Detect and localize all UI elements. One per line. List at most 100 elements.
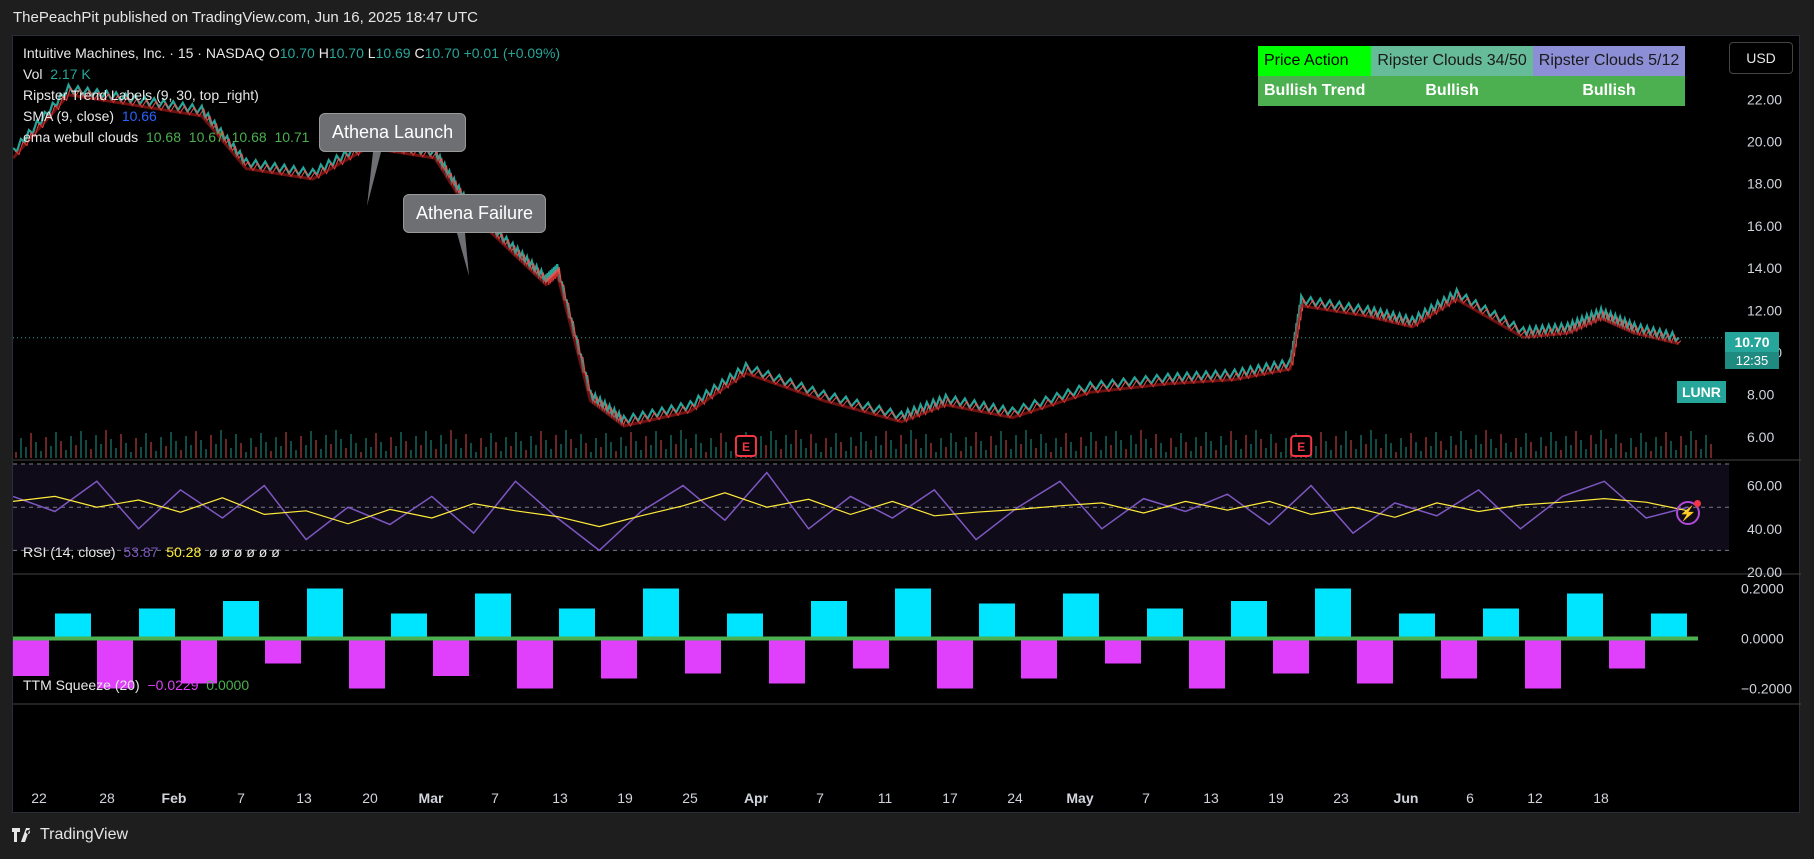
- volume-bar: [1460, 431, 1462, 458]
- volume-bar: [300, 436, 302, 458]
- volume-bar: [1665, 432, 1667, 458]
- volume-bar: [1610, 448, 1612, 458]
- bar-countdown-tag: 12:35: [1725, 352, 1779, 369]
- sma-legend[interactable]: SMA (9, close) 10.66: [23, 108, 157, 124]
- ttm-histogram-bar: [1021, 638, 1057, 679]
- volume-bar: [525, 450, 527, 458]
- ttm-histogram-bar: [475, 593, 511, 639]
- volume-bar: [775, 440, 777, 458]
- volume-bar: [330, 444, 332, 458]
- currency-button[interactable]: USD: [1729, 42, 1793, 74]
- volume-bar: [435, 449, 437, 458]
- volume-bar: [1265, 448, 1267, 458]
- volume-bar: [1470, 449, 1472, 458]
- volume-bar: [225, 439, 227, 458]
- volume-bar: [400, 432, 402, 458]
- volume-bar: [1450, 436, 1452, 458]
- volume-bar: [1005, 440, 1007, 458]
- low-label: L: [367, 45, 376, 61]
- ttm-histogram-bar: [1609, 638, 1645, 669]
- volume-bar: [150, 442, 152, 458]
- rsi-signal-line: [13, 492, 1689, 528]
- volume-bar: [1155, 434, 1157, 458]
- volume-bar: [700, 443, 702, 458]
- volume-bar: [285, 432, 287, 458]
- lightning-icon[interactable]: ⚡: [1676, 500, 1701, 525]
- volume-bar: [930, 443, 932, 458]
- ttm-histogram-bar: [1315, 588, 1351, 639]
- annotation-failure-pointer: [457, 233, 469, 276]
- volume-bar: [370, 447, 372, 458]
- annotation-athena-failure[interactable]: Athena Failure: [403, 194, 547, 233]
- volume-bar: [130, 452, 132, 458]
- chart-frame[interactable]: EE 6.008.0010.0012.0014.0016.0018.0020.0…: [12, 35, 1801, 814]
- volume-bar: [1315, 446, 1317, 458]
- volume-label: Vol: [23, 66, 43, 82]
- symbol-title: Intuitive Machines, Inc. · 15 · NASDAQ: [23, 45, 265, 61]
- volume-bar: [65, 450, 67, 458]
- volume-bar: [1215, 450, 1217, 458]
- annotation-launch-pointer: [367, 152, 381, 206]
- volume-bar: [805, 448, 807, 458]
- volume-bar: [1025, 430, 1027, 458]
- ema-label: ema webull clouds: [23, 129, 139, 145]
- rsi-pane: [13, 463, 1729, 552]
- volume-bar: [295, 450, 297, 458]
- ttm-histogram-bar: [1105, 638, 1141, 664]
- volume-bar: [310, 431, 312, 458]
- rsi-legend[interactable]: RSI (14, close) 53.87 50.28 ø ø ø ø ø ø: [23, 544, 280, 560]
- trend-value-clouds-34-50: Bullish: [1371, 76, 1533, 106]
- volume-bar: [1050, 452, 1052, 458]
- volume-bar: [105, 430, 107, 458]
- date-axis-tick-label: 18: [1593, 790, 1609, 806]
- axes: 6.008.0010.0012.0014.0016.0018.0020.0022…: [13, 49, 1801, 806]
- volume-bar: [820, 452, 822, 458]
- volume-bar: [1650, 451, 1652, 458]
- chart-canvas[interactable]: EE 6.008.0010.0012.0014.0016.0018.0020.0…: [13, 36, 1801, 814]
- ttm-histogram-bar: [1147, 608, 1183, 639]
- ema-legend[interactable]: ema webull clouds 10.68 10.67 10.68 10.7…: [23, 129, 309, 145]
- volume-bar: [1485, 430, 1487, 458]
- volume-bar: [1270, 434, 1272, 458]
- volume-bar: [630, 432, 632, 458]
- volume-bar: [715, 447, 717, 458]
- annotation-athena-launch[interactable]: Athena Launch: [319, 113, 467, 152]
- volume-bar: [890, 440, 892, 458]
- volume-bar: [1535, 451, 1537, 458]
- volume-bar: [1040, 434, 1042, 458]
- volume-bar: [1035, 448, 1037, 458]
- trend-labels-legend[interactable]: Ripster Trend Labels (9, 30, top_right): [23, 87, 259, 103]
- volume-bar: [1190, 451, 1192, 458]
- volume-bar: [835, 433, 837, 458]
- volume-bar: [1660, 446, 1662, 458]
- volume-bar: [1570, 445, 1572, 458]
- volume-bar: [25, 447, 27, 458]
- volume-bar: [645, 436, 647, 458]
- volume-legend[interactable]: Vol 2.17 K: [23, 66, 91, 82]
- volume-bar: [1085, 446, 1087, 458]
- volume-bar: [1060, 447, 1062, 458]
- volume-bar: [1430, 446, 1432, 458]
- ttm-pane: [13, 588, 1698, 689]
- volume-bar: [825, 438, 827, 458]
- volume-value: 2.17 K: [50, 66, 91, 82]
- volume-bar: [450, 430, 452, 458]
- date-axis-tick-label: Mar: [419, 790, 444, 806]
- ttm-histogram-bar: [1567, 593, 1603, 639]
- tradingview-logo[interactable]: TradingView: [12, 826, 128, 844]
- trend-table-value-row: Bullish Trend Bullish Bullish: [1258, 76, 1686, 106]
- volume-bar: [465, 434, 467, 458]
- volume-bar: [535, 445, 537, 458]
- volume-bar: [1230, 431, 1232, 458]
- volume-bar: [1475, 435, 1477, 458]
- date-axis-tick-label: Jun: [1394, 790, 1419, 806]
- ttm-histogram-bar: [1483, 608, 1519, 639]
- volume-bar: [495, 442, 497, 458]
- volume-bar: [1435, 432, 1437, 458]
- volume-bar: [305, 445, 307, 458]
- volume-bar: [50, 446, 52, 458]
- ttm-legend[interactable]: TTM Squeeze (20) −0.0229 0.0000: [23, 677, 249, 693]
- ohlc-legend[interactable]: Intuitive Machines, Inc. · 15 · NASDAQ O…: [23, 45, 560, 61]
- volume-bar: [165, 446, 167, 458]
- volume-bar: [545, 440, 547, 458]
